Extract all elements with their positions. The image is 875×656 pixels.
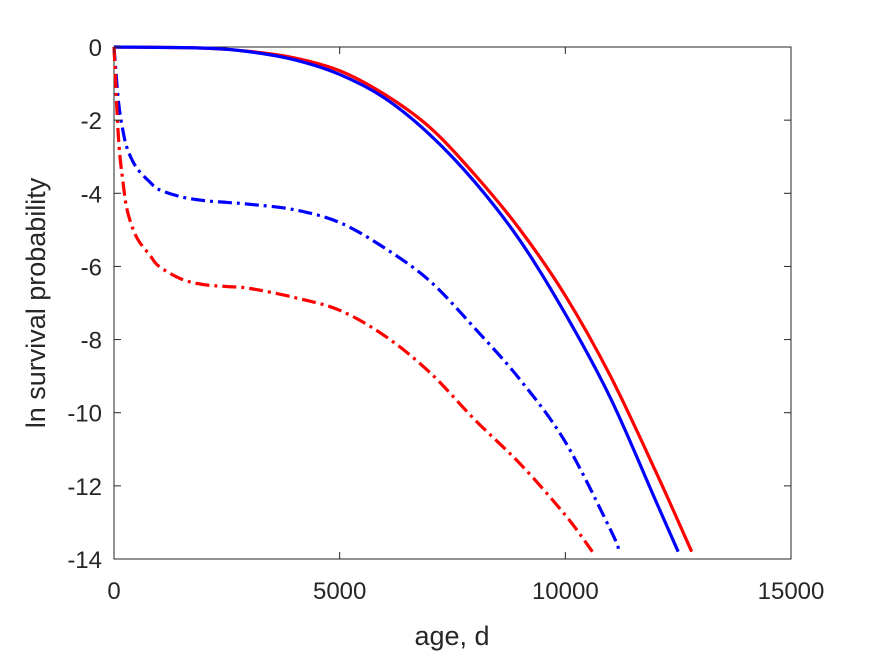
series-line-4 <box>112 46 594 553</box>
y-tick-label: -6 <box>81 254 102 281</box>
x-tick-label: 10000 <box>532 578 599 605</box>
y-tick-label: -12 <box>67 474 102 501</box>
x-tick-label: 15000 <box>758 578 825 605</box>
axis-layer: 0 5000 10000 15000 0 -2 -4 -6 -8 -10 -12 -14 <box>67 35 824 605</box>
y-tick-label: -10 <box>67 401 102 428</box>
y-tick-label: 0 <box>89 35 102 62</box>
y-tick-label: -14 <box>67 547 102 574</box>
y-axis-label: ln survival probability <box>21 177 51 428</box>
x-tick-label: 0 <box>107 578 120 605</box>
y-tick-label: -2 <box>81 108 102 135</box>
series-line-2 <box>113 45 680 553</box>
x-tick-label: 5000 <box>313 578 366 605</box>
series-layer <box>112 45 694 553</box>
y-tick-label: -4 <box>81 181 102 208</box>
x-axis-label: age, d <box>414 621 489 651</box>
y-tick-label: -8 <box>81 328 102 355</box>
